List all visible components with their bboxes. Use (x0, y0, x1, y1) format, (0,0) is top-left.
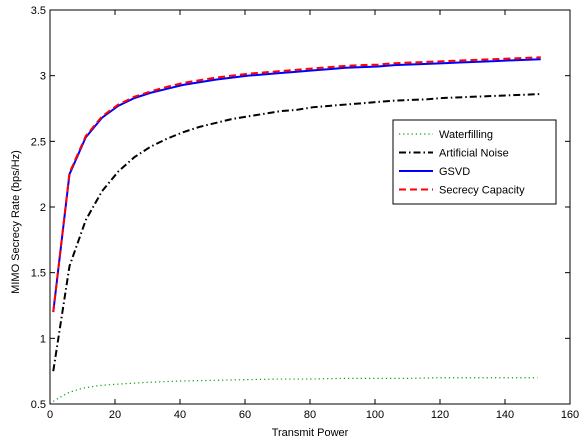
legend-label: GSVD (439, 166, 470, 178)
y-tick-label: 2.5 (31, 136, 46, 148)
legend: Waterfilling Artificial Noise GSVD Secrecy … (392, 119, 557, 205)
x-tick-label: 80 (304, 409, 316, 421)
series-layer (52, 56, 541, 402)
plot-background (50, 10, 570, 404)
series-line-secrecy-capacity (52, 56, 541, 313)
y-tick-label: 1.5 (31, 268, 46, 280)
x-axis-label: Transmit Power (272, 427, 349, 439)
series-line-artificial-noise (52, 93, 541, 372)
legend-label: Artificial Noise (439, 148, 509, 160)
x-tick-label: 140 (496, 409, 514, 421)
y-axis-label: MIMO Secrecy Rate (bps/Hz) (10, 150, 22, 294)
x-tick-label: 40 (174, 409, 186, 421)
y-tick-label: 3 (40, 71, 46, 83)
series-line-gsvd (52, 58, 541, 313)
ticks-layer: 0 20 40 60 80 100 120 140 160 0.5 1 1.5 2 2.5 3 3.5 (31, 5, 579, 421)
x-tick-label: 20 (109, 409, 121, 421)
y-tick-label: 2 (40, 202, 46, 214)
legend-label: Waterfilling (439, 129, 493, 141)
x-tick-label: 100 (366, 409, 384, 421)
x-tick-label: 0 (47, 409, 53, 421)
x-tick-label: 160 (561, 409, 579, 421)
x-tick-label: 60 (239, 409, 251, 421)
y-tick-label: 3.5 (31, 5, 46, 17)
y-tick-label: 0.5 (31, 399, 46, 411)
x-tick-label: 120 (431, 409, 449, 421)
plot-area (50, 10, 570, 404)
y-tick-label: 1 (40, 333, 46, 345)
legend-label: Secrecy Capacity (439, 185, 525, 197)
